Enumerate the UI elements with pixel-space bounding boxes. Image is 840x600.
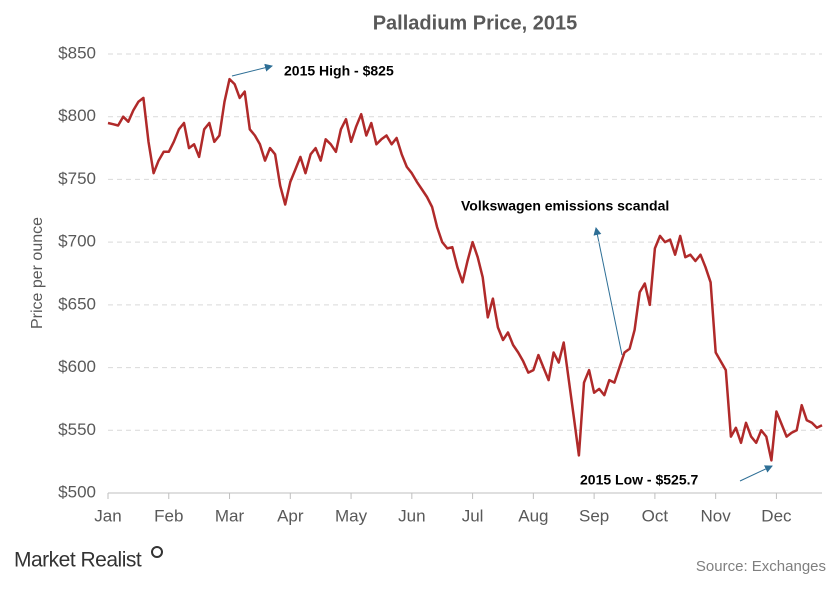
x-tick-label: May	[335, 506, 368, 525]
y-tick-label: $750	[58, 169, 96, 188]
x-tick-label: Jul	[462, 506, 484, 525]
price-line	[107, 77, 823, 462]
y-tick-label: $500	[58, 482, 96, 501]
x-tick-label: Jun	[398, 506, 425, 525]
x-tick-label: Feb	[154, 506, 183, 525]
y-tick-label: $850	[58, 43, 96, 62]
y-axis-label: Price per ounce	[29, 217, 46, 329]
x-tick-label: Oct	[642, 506, 669, 525]
x-tick-label: Nov	[701, 506, 732, 525]
y-tick-label: $600	[58, 357, 96, 376]
x-tick-label: Aug	[518, 506, 548, 525]
annotation: 2015 Low - $525.7	[580, 472, 699, 488]
annotation-arrow	[739, 465, 773, 482]
annotation: 2015 High - $825	[284, 63, 394, 79]
y-tick-label: $700	[58, 232, 96, 251]
x-tick-label: Apr	[277, 506, 304, 525]
x-tick-label: Sep	[579, 506, 609, 525]
chart-title: Palladium Price, 2015	[373, 12, 578, 34]
y-tick-label: $800	[58, 106, 96, 125]
x-tick-label: Jan	[94, 506, 121, 525]
x-tick-label: Mar	[215, 506, 245, 525]
x-tick-label: Dec	[761, 506, 792, 525]
y-tick-label: $650	[58, 294, 96, 313]
annotation-arrow	[593, 227, 623, 356]
y-tick-label: $550	[58, 420, 96, 439]
brand-logo: Market Realist	[14, 549, 142, 572]
source: Source: Exchanges	[696, 558, 826, 575]
annotation-arrow	[231, 63, 273, 77]
logo-icon	[151, 546, 163, 558]
annotation: Volkswagen emissions scandal	[461, 198, 669, 214]
